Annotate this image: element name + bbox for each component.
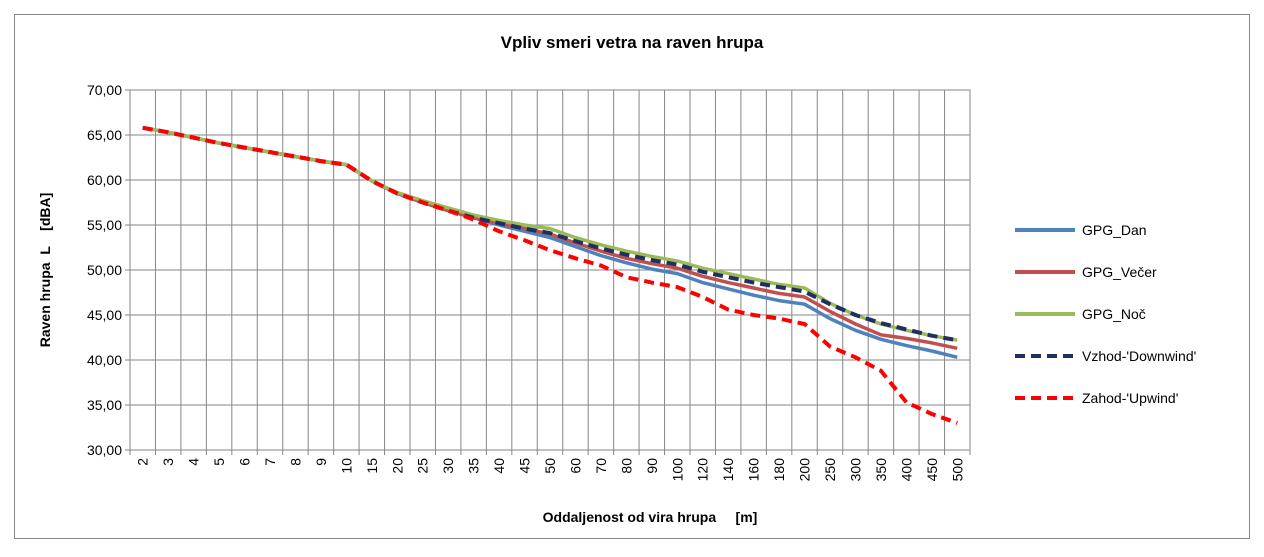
series-line — [142, 126, 958, 342]
x-tick-label: 100 — [669, 458, 685, 482]
x-axis-title: Oddaljenost od vira hrupa [m] — [543, 509, 758, 525]
y-tick-label: 35,00 — [87, 397, 122, 413]
y-tick-label: 45,00 — [87, 307, 122, 323]
x-tick-label: 20 — [389, 458, 405, 474]
x-tick-label: 300 — [847, 458, 863, 482]
y-tick-label: 70,00 — [87, 82, 122, 98]
y-tick-label: 65,00 — [87, 127, 122, 143]
series-line — [142, 125, 958, 343]
x-tick-label: 40 — [491, 458, 507, 474]
y-tick-label: 55,00 — [87, 217, 122, 233]
legend-label: GPG_Noč — [1082, 306, 1146, 322]
x-tick-label: 45 — [517, 458, 533, 474]
legend-label: Zahod-'Upwind' — [1082, 390, 1178, 406]
x-tick-label: 70 — [593, 458, 609, 474]
x-tick-label: 6 — [237, 458, 253, 466]
y-tick-label: 40,00 — [87, 352, 122, 368]
x-tick-label: 80 — [618, 458, 634, 474]
x-tick-label: 35 — [466, 458, 482, 474]
legend-label: Vzhod-'Downwind' — [1082, 348, 1196, 364]
x-tick-label: 5 — [211, 458, 227, 466]
chart-title: Vpliv smeri vetra na raven hrupa — [501, 33, 764, 52]
x-tick-label: 3 — [160, 458, 176, 466]
x-tick-label: 10 — [338, 458, 354, 474]
x-tick-label: 8 — [287, 458, 303, 466]
x-tick-label: 400 — [898, 458, 914, 482]
plot-area — [129, 89, 971, 451]
y-axis-title: Raven hrupa L [dBA] — [37, 193, 53, 348]
x-tick-label: 7 — [262, 458, 278, 466]
x-tick-label: 50 — [542, 458, 558, 474]
x-tick-label: 25 — [415, 458, 431, 474]
x-tick-label: 180 — [771, 458, 787, 482]
x-tick-label: 2 — [135, 458, 151, 466]
y-tick-label: 50,00 — [87, 262, 122, 278]
legend-label: GPG_Dan — [1082, 222, 1147, 238]
x-tick-label: 30 — [440, 458, 456, 474]
x-tick-label: 60 — [567, 458, 583, 474]
x-tick-label: 4 — [186, 458, 202, 466]
x-tick-label: 120 — [695, 458, 711, 482]
y-tick-label: 30,00 — [87, 442, 122, 458]
x-tick-label: 9 — [313, 458, 329, 466]
x-tick-label: 140 — [720, 458, 736, 482]
x-tick-label: 200 — [797, 458, 813, 482]
x-tick-label: 350 — [873, 458, 889, 482]
x-tick-label: 15 — [364, 458, 380, 474]
legend-label: GPG_Večer — [1082, 264, 1157, 280]
x-tick-label: 250 — [822, 458, 838, 482]
x-tick-label: 160 — [746, 458, 762, 482]
y-tick-label: 60,00 — [87, 172, 122, 188]
x-tick-label: 90 — [644, 458, 660, 474]
x-tick-label: 500 — [949, 458, 965, 482]
x-tick-label: 450 — [924, 458, 940, 482]
